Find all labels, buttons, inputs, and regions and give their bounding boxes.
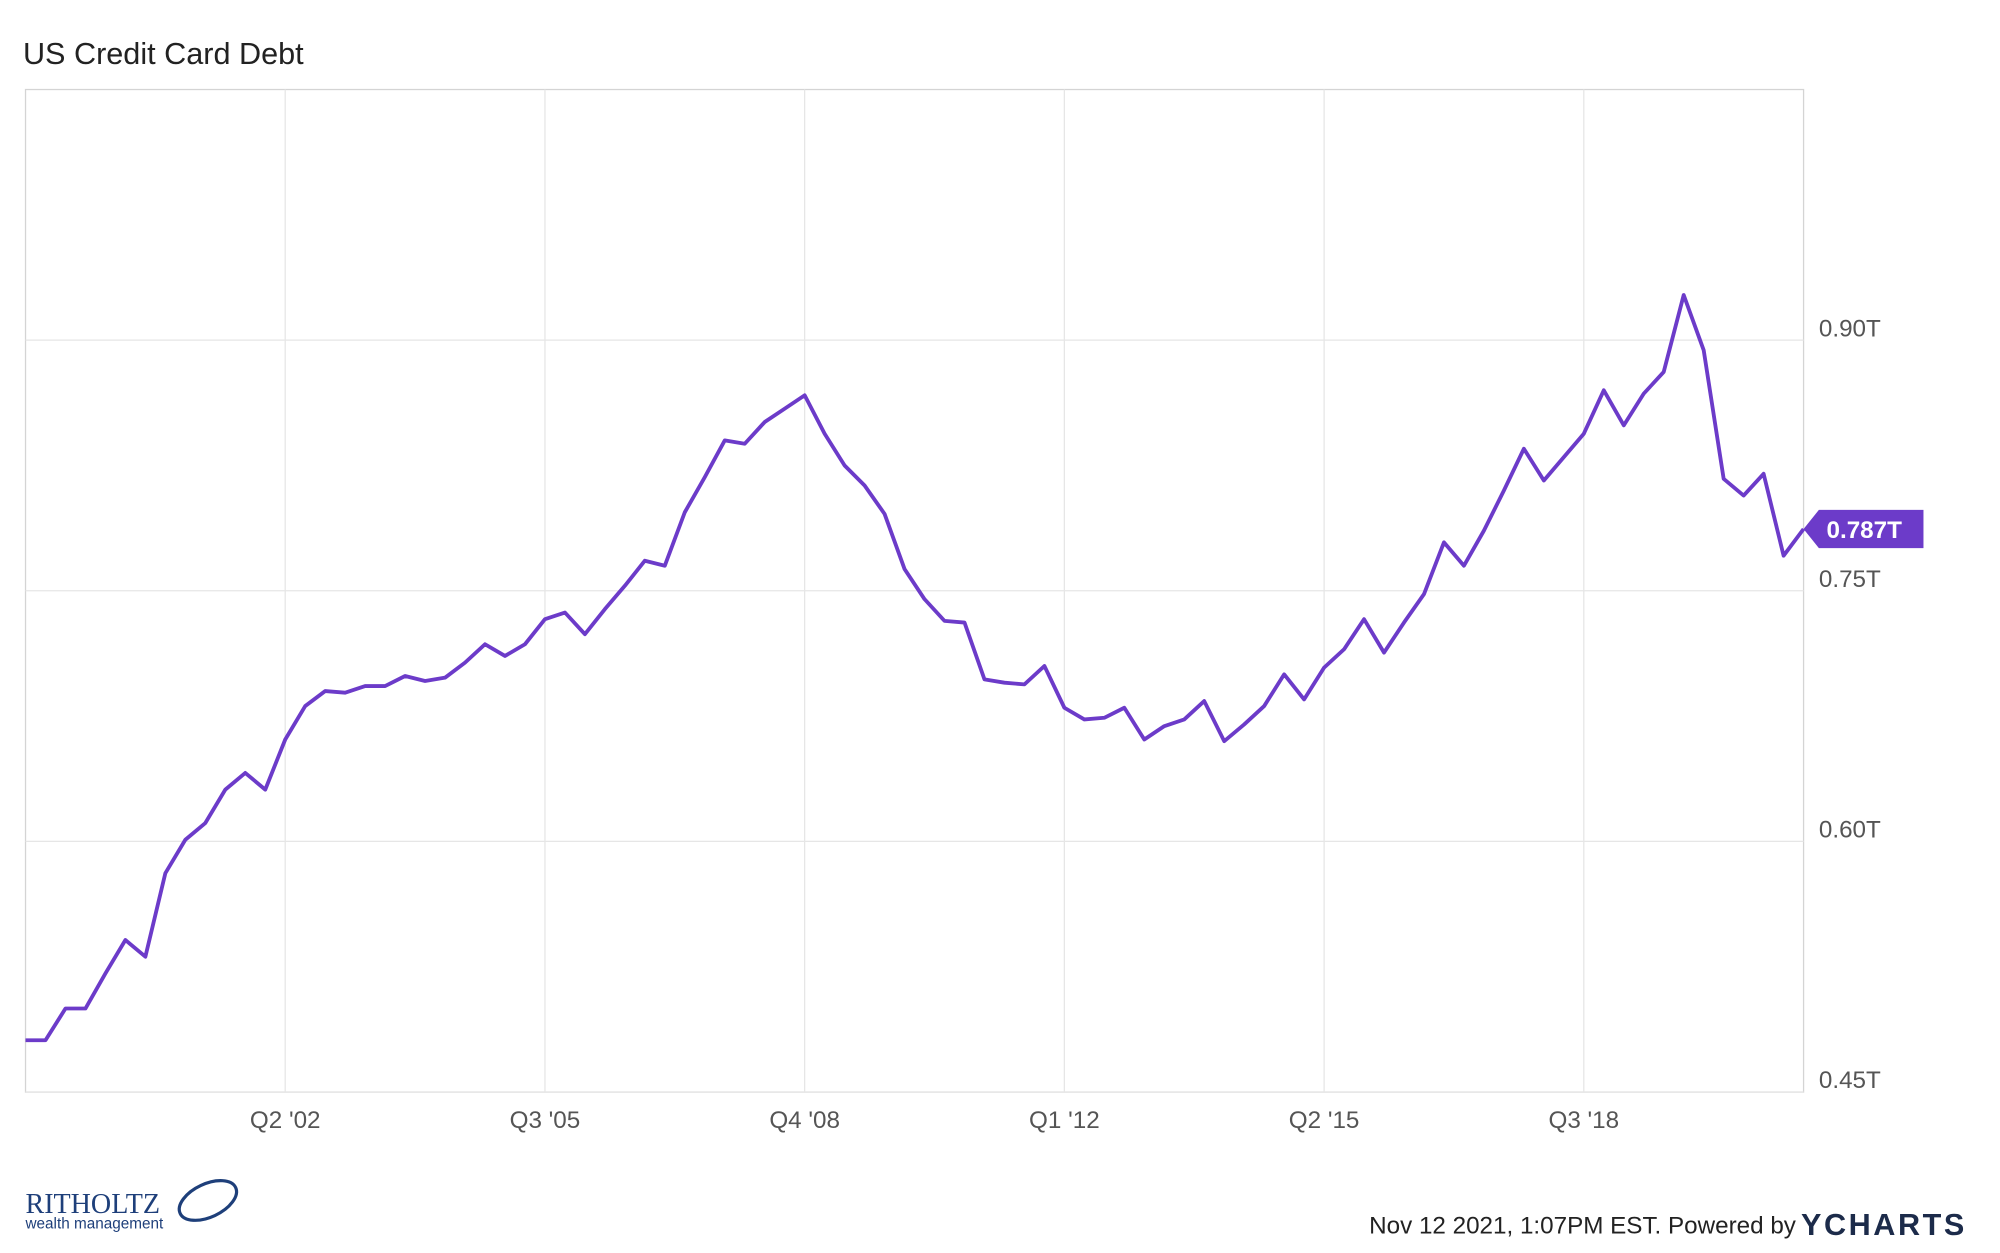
y-tick-label: 0.45T [1819,1067,1881,1094]
footer-timestamp: Nov 12 2021, 1:07PM EST. Powered by [1369,1213,1797,1240]
logo-sub: wealth management [25,1216,165,1233]
x-tick-label: Q1 '12 [1029,1107,1100,1134]
logo: RITHOLTZ wealth management [25,1179,239,1233]
value-label-box [1803,509,1924,549]
x-tick-label: Q2 '15 [1289,1107,1360,1134]
x-tick-label: Q3 '18 [1549,1107,1620,1134]
plot-area: 0.45T 0.60T 0.75T 0.90T Q2 '02 Q3 '05 Q4 '08 Q1… [24,88,1924,1134]
logo-name: RITHOLTZ [26,1189,161,1220]
x-tick-label: Q4 '08 [769,1107,840,1134]
data-line [25,293,1806,1043]
logo-mark [177,1179,239,1222]
y-tick-label: 0.75T [1819,566,1881,593]
footer-brand: YCHARTS [1801,1208,1967,1242]
y-tick-label: 0.60T [1819,817,1881,844]
x-tick-label: Q2 '02 [250,1107,321,1134]
value-label: 0.787T [1827,517,1903,544]
x-tick-label: Q3 '05 [510,1107,581,1134]
y-tick-label: 0.90T [1819,315,1881,342]
chart-title: US Credit Card Debt [23,37,304,71]
